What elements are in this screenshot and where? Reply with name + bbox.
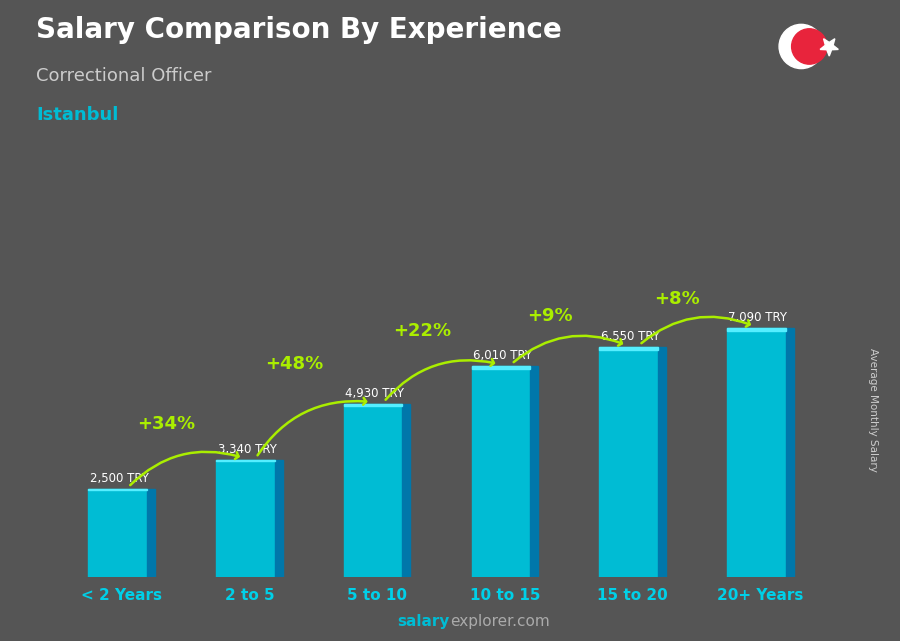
Text: 2,500 TRY: 2,500 TRY	[90, 472, 148, 485]
Bar	[216, 460, 274, 577]
Bar	[344, 404, 402, 577]
Bar	[530, 366, 538, 577]
Bar	[88, 489, 147, 577]
Text: +22%: +22%	[392, 322, 451, 340]
Bar	[402, 404, 410, 577]
Bar	[344, 404, 402, 406]
Text: 6,550 TRY: 6,550 TRY	[600, 330, 660, 343]
Circle shape	[792, 29, 827, 64]
Bar	[472, 366, 530, 369]
Bar	[216, 460, 274, 461]
Text: +48%: +48%	[265, 354, 323, 373]
Bar	[472, 366, 530, 577]
Bar	[147, 489, 155, 577]
Bar	[786, 328, 794, 577]
Bar	[274, 460, 283, 577]
Text: 4,930 TRY: 4,930 TRY	[346, 387, 404, 400]
Text: Correctional Officer: Correctional Officer	[36, 67, 211, 85]
Text: 3,340 TRY: 3,340 TRY	[218, 442, 276, 456]
Bar	[727, 328, 786, 331]
Bar	[599, 347, 658, 350]
Bar	[658, 347, 666, 577]
Text: explorer.com: explorer.com	[450, 615, 550, 629]
Text: +8%: +8%	[654, 290, 700, 308]
Circle shape	[779, 24, 824, 69]
Text: Istanbul: Istanbul	[36, 106, 119, 124]
Text: +9%: +9%	[526, 308, 572, 326]
Bar	[727, 328, 786, 577]
Text: salary: salary	[398, 615, 450, 629]
Polygon shape	[820, 38, 838, 56]
Text: 6,010 TRY: 6,010 TRY	[473, 349, 532, 362]
Bar	[599, 347, 658, 577]
Text: Average Monthly Salary: Average Monthly Salary	[868, 348, 878, 472]
Text: Salary Comparison By Experience: Salary Comparison By Experience	[36, 16, 562, 44]
Text: 7,090 TRY: 7,090 TRY	[728, 311, 788, 324]
Text: +34%: +34%	[138, 415, 195, 433]
Bar	[88, 489, 147, 490]
